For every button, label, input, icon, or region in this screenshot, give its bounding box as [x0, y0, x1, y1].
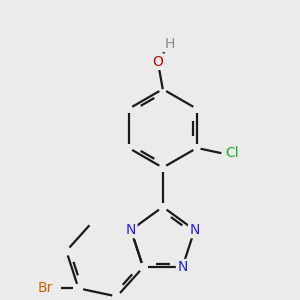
- Text: Cl: Cl: [225, 146, 239, 160]
- Text: N: N: [126, 223, 136, 237]
- Text: N: N: [189, 223, 200, 237]
- Text: O: O: [152, 55, 163, 69]
- Text: N: N: [177, 260, 188, 274]
- Text: H: H: [164, 37, 175, 51]
- Text: Br: Br: [38, 281, 53, 295]
